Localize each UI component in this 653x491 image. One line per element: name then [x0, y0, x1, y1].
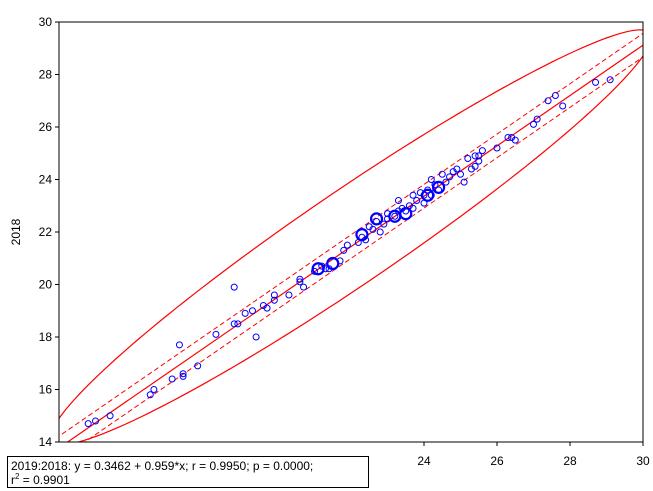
plot-area	[59, 29, 643, 442]
data-point-large	[369, 212, 384, 226]
data-point	[106, 412, 114, 420]
data-point	[592, 78, 600, 86]
plot-frame	[58, 21, 644, 443]
data-point	[241, 309, 249, 317]
data-point	[175, 341, 183, 349]
data-point	[230, 320, 238, 328]
data-point	[438, 170, 446, 178]
data-point	[92, 417, 99, 425]
data-point	[413, 197, 421, 204]
data-point-large	[311, 262, 325, 276]
data-point	[606, 76, 614, 84]
data-point	[179, 372, 187, 380]
data-point-large	[432, 180, 446, 194]
data-point	[453, 165, 461, 173]
data-point	[475, 157, 483, 165]
data-point	[442, 178, 450, 186]
y-tick-label: 20	[39, 278, 53, 292]
regression-equation-text: 2019:2018: y = 0.3462 + 0.959*x; r = 0.9…	[11, 459, 314, 473]
data-point	[464, 155, 472, 162]
data-point	[194, 362, 202, 370]
y-tick-label: 18	[39, 330, 53, 344]
x-tick-label: 30	[636, 454, 650, 468]
x-tick-label: 28	[563, 454, 577, 468]
data-point	[296, 275, 304, 283]
prediction-ellipse	[59, 29, 643, 442]
data-point	[168, 375, 176, 383]
data-point	[230, 283, 238, 291]
data-point	[340, 246, 348, 254]
data-point	[409, 204, 417, 212]
confidence-band-lower	[83, 56, 643, 442]
data-point	[263, 304, 271, 312]
y-tick-label: 16	[39, 383, 53, 397]
data-point-large	[399, 207, 413, 221]
data-point	[146, 391, 154, 399]
data-point	[285, 291, 293, 299]
data-point	[380, 220, 388, 228]
data-point	[478, 147, 486, 155]
data-point	[321, 265, 329, 273]
data-point	[150, 386, 158, 393]
r-squared-text: r2 = 0.9901	[11, 472, 70, 488]
y-tick-label: 30	[39, 15, 53, 29]
regression-line	[66, 44, 643, 442]
data-point	[84, 420, 92, 428]
data-point	[559, 102, 567, 110]
x-tick-label: 24	[417, 454, 431, 468]
y-tick-label: 28	[39, 68, 53, 82]
data-point	[212, 330, 220, 338]
data-point	[270, 296, 278, 304]
data-point	[471, 152, 479, 160]
data-point	[460, 178, 468, 186]
y-axis-label: 2018	[9, 218, 23, 245]
data-point	[369, 225, 377, 233]
data-point	[427, 176, 435, 183]
data-point	[530, 120, 537, 128]
y-tick-label: 26	[39, 120, 53, 134]
data-point	[533, 115, 541, 123]
x-tick-label: 26	[490, 454, 504, 468]
data-point-large	[355, 228, 369, 242]
y-tick-label: 24	[39, 173, 53, 187]
regression-stats-box: 2019:2018: y = 0.3462 + 0.959*x; r = 0.9…	[7, 456, 369, 488]
data-point	[431, 181, 439, 189]
data-point	[252, 333, 260, 341]
data-point	[511, 136, 519, 144]
confidence-band-upper	[59, 32, 643, 437]
data-point	[234, 320, 242, 328]
data-point	[446, 173, 454, 181]
data-point	[248, 307, 256, 315]
data-point	[311, 267, 318, 275]
data-point	[475, 152, 483, 160]
data-point	[394, 197, 402, 204]
data-point	[376, 228, 384, 236]
data-point	[551, 92, 559, 99]
data-point	[493, 144, 501, 152]
data-point	[391, 212, 399, 220]
data-point-large	[421, 188, 435, 202]
data-point	[544, 97, 552, 105]
data-point	[296, 278, 304, 286]
data-point	[179, 370, 187, 378]
y-tick-label: 22	[39, 225, 53, 239]
data-point	[457, 170, 464, 178]
data-point	[343, 241, 351, 249]
data-point-large	[326, 256, 340, 271]
data-point	[504, 134, 512, 141]
y-tick-label: 14	[39, 435, 53, 449]
data-point	[409, 191, 417, 199]
data-point	[300, 283, 308, 291]
data-point	[270, 291, 278, 299]
data-point	[471, 162, 479, 170]
